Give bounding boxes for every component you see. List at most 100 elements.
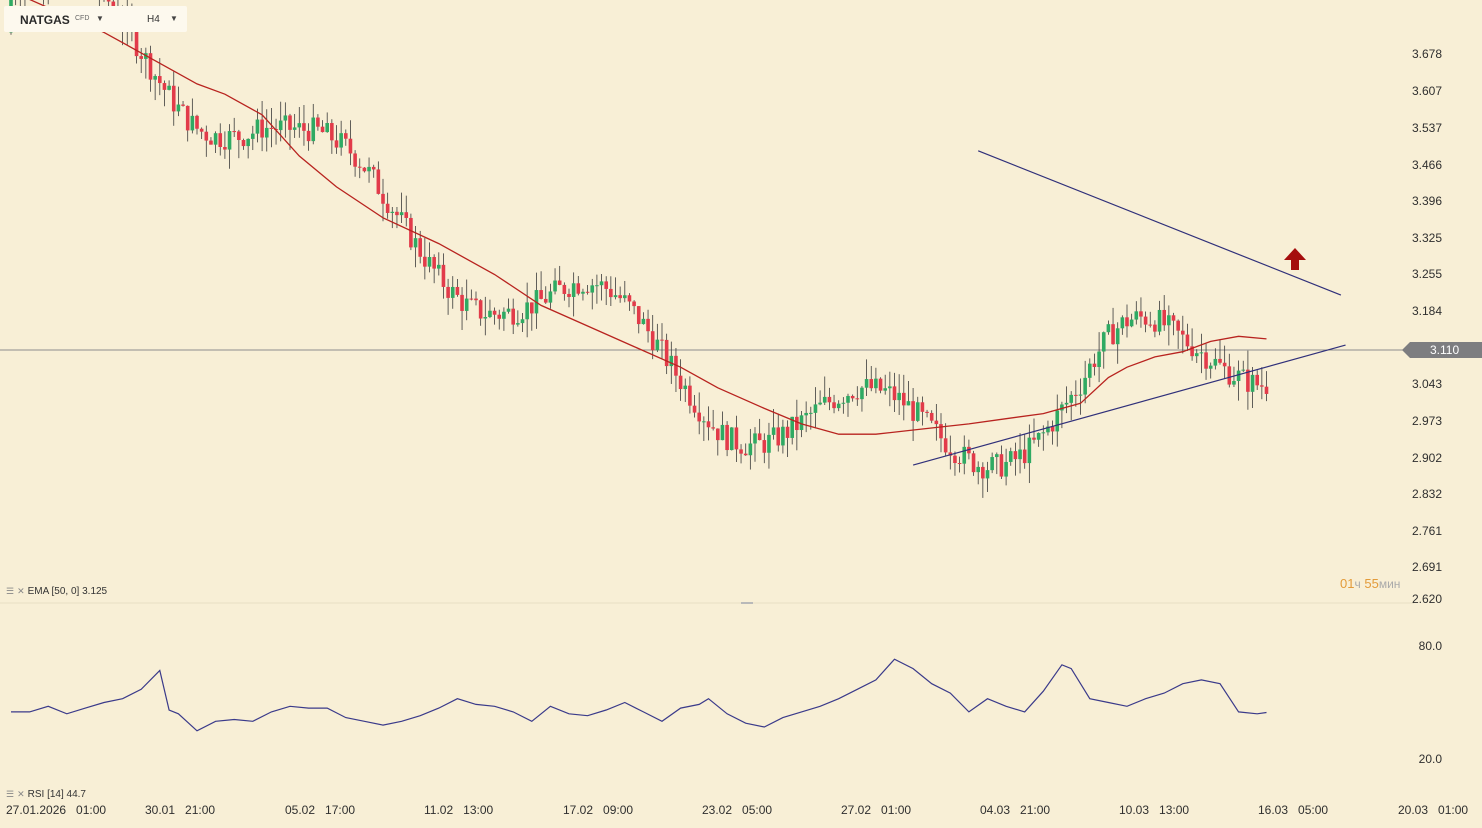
candle-body bbox=[1013, 451, 1018, 460]
current-price-tag: 3.110 bbox=[1402, 342, 1482, 358]
candle-body bbox=[162, 83, 167, 90]
candle-body bbox=[1008, 451, 1013, 462]
candle-body bbox=[223, 146, 227, 150]
support-trendline[interactable] bbox=[912, 344, 1346, 466]
close-icon[interactable]: ✕ bbox=[17, 586, 25, 596]
candle-body bbox=[1097, 351, 1101, 368]
candle-body bbox=[209, 140, 213, 145]
candle-body bbox=[781, 426, 785, 446]
up-arrow-icon[interactable] bbox=[1284, 248, 1306, 270]
candle-body bbox=[855, 398, 860, 400]
candle-body bbox=[460, 294, 464, 311]
candle-body bbox=[948, 452, 953, 456]
candle-body bbox=[655, 339, 660, 351]
price-tick: 3.043 bbox=[1411, 377, 1442, 391]
candle-body bbox=[902, 392, 906, 406]
candle-body bbox=[176, 104, 181, 112]
candle-body bbox=[743, 453, 748, 456]
candle-body bbox=[418, 238, 422, 257]
candle-body bbox=[334, 140, 339, 148]
candle-body bbox=[195, 115, 199, 129]
candle-body bbox=[264, 127, 269, 138]
candle-body bbox=[799, 415, 804, 431]
candle-body bbox=[311, 117, 316, 142]
candle-body bbox=[167, 85, 171, 90]
rsi-indicator-label[interactable]: ☰ ✕ RSI [14] 44.7 bbox=[6, 789, 86, 800]
price-tick: 3.466 bbox=[1411, 158, 1442, 172]
candle-body bbox=[957, 463, 962, 465]
candle-body bbox=[604, 281, 608, 289]
candle-body bbox=[218, 133, 223, 147]
rsi-label-text: RSI [14] 44.7 bbox=[27, 789, 86, 800]
candle-body bbox=[734, 427, 739, 450]
candle-body bbox=[348, 138, 353, 154]
close-icon[interactable]: ✕ bbox=[17, 789, 25, 799]
candle-body bbox=[251, 133, 255, 139]
candle-body bbox=[706, 421, 711, 428]
symbol-selector[interactable]: NATGAS CFD ▼ H4 ▼ bbox=[4, 6, 187, 32]
candle-body bbox=[1036, 432, 1041, 440]
candle-body bbox=[897, 392, 901, 401]
price-tick: 3.255 bbox=[1411, 267, 1442, 281]
price-tick: 2.620 bbox=[1411, 592, 1442, 606]
candle-body bbox=[571, 283, 576, 297]
menu-icon[interactable]: ☰ bbox=[6, 586, 15, 596]
candle-body bbox=[1074, 394, 1078, 396]
candle-body bbox=[990, 457, 994, 471]
candle-body bbox=[915, 402, 920, 421]
candle-body bbox=[1227, 366, 1232, 385]
candle-body bbox=[381, 193, 385, 204]
candle-body bbox=[567, 293, 571, 297]
candle-body bbox=[525, 302, 529, 320]
candle-body bbox=[171, 85, 176, 112]
candle-body bbox=[213, 133, 218, 145]
candle-body bbox=[474, 298, 478, 301]
price-tick: 2.691 bbox=[1411, 560, 1442, 574]
timeframe-value[interactable]: H4 bbox=[147, 14, 160, 25]
candle-body bbox=[599, 281, 604, 286]
candle-body bbox=[432, 257, 436, 269]
candle-body bbox=[260, 119, 264, 138]
candle-body bbox=[1055, 410, 1060, 432]
resistance-trendline[interactable] bbox=[977, 150, 1342, 296]
candle-body bbox=[562, 284, 567, 294]
candle-body bbox=[641, 318, 646, 325]
candle-body bbox=[344, 133, 348, 139]
candle-body bbox=[1264, 386, 1269, 394]
rsi-tick: 80.0 bbox=[1418, 639, 1442, 653]
time-tick: 05.02 17:00 bbox=[285, 803, 356, 817]
timeframe-dropdown-icon[interactable]: ▼ bbox=[170, 14, 178, 23]
time-tick: 30.01 21:00 bbox=[145, 803, 216, 817]
candle-body bbox=[1143, 316, 1148, 325]
candle-body bbox=[395, 211, 399, 216]
candle-body bbox=[483, 317, 488, 319]
price-tick: 3.678 bbox=[1411, 47, 1442, 61]
candle-body bbox=[502, 311, 506, 319]
candle-body bbox=[822, 396, 827, 403]
candle-body bbox=[1064, 402, 1069, 405]
candle-body bbox=[906, 401, 911, 406]
candle-body bbox=[1167, 315, 1171, 326]
candle-body bbox=[371, 166, 376, 170]
candle-body bbox=[1246, 369, 1250, 392]
candle-body bbox=[413, 238, 418, 248]
ema-indicator-label[interactable]: ☰ ✕ EMA [50, 0] 3.125 bbox=[6, 586, 107, 597]
candle-body bbox=[246, 138, 250, 147]
candle-body bbox=[1018, 449, 1022, 460]
candle-body bbox=[399, 212, 404, 216]
symbol-dropdown-icon[interactable]: ▼ bbox=[96, 14, 104, 23]
menu-icon[interactable]: ☰ bbox=[6, 789, 15, 799]
candle-body bbox=[520, 319, 525, 324]
candle-body bbox=[981, 466, 985, 479]
candle-body bbox=[753, 433, 757, 444]
candle-body bbox=[516, 323, 520, 325]
candle-body bbox=[669, 355, 674, 367]
candle-body bbox=[711, 427, 715, 429]
candle-body bbox=[725, 424, 729, 451]
candle-body bbox=[929, 412, 934, 421]
candle-body bbox=[627, 295, 632, 302]
rsi-line bbox=[11, 658, 1267, 732]
candle-body bbox=[697, 412, 701, 422]
candle-body bbox=[581, 291, 585, 294]
pane-resize-handle[interactable] bbox=[741, 602, 753, 604]
